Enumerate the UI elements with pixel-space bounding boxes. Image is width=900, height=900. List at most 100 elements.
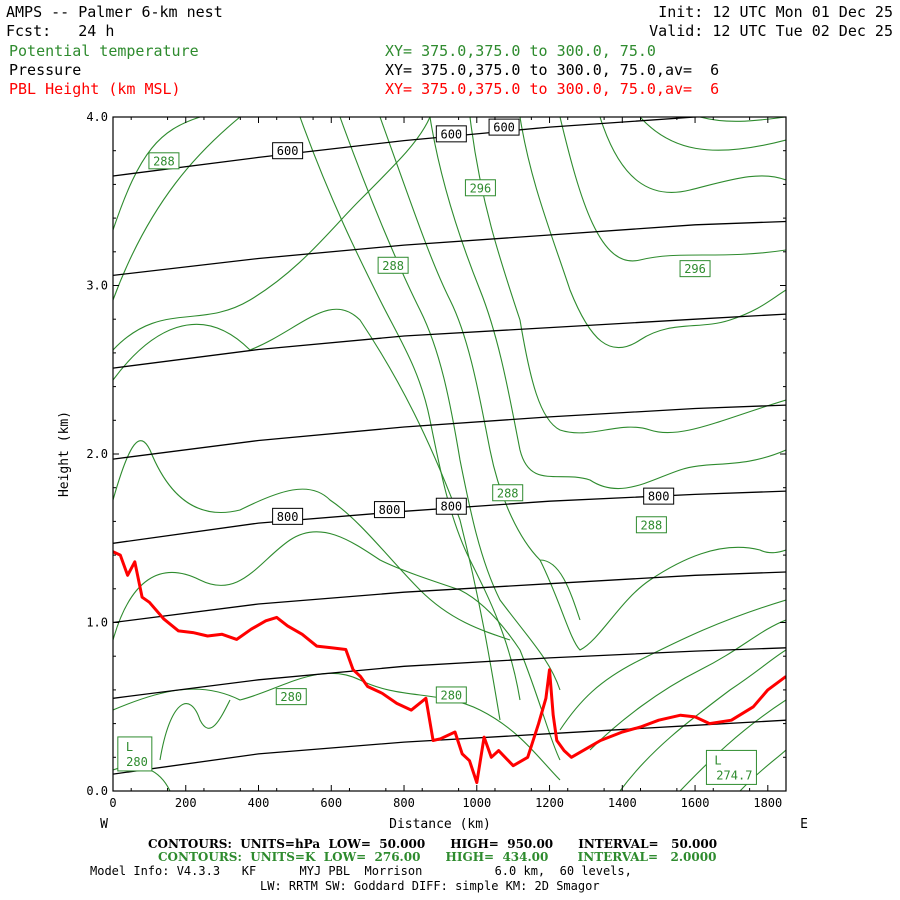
pressure-label-box bbox=[643, 487, 675, 505]
theta-label-text: 296 bbox=[684, 262, 706, 276]
footer-physics-info: LW: RRTM SW: Goddard DIFF: simple KM: 2D… bbox=[260, 879, 600, 893]
theta-contour-line bbox=[559, 117, 786, 262]
forecast-hour: Fcst: 24 h bbox=[6, 22, 115, 40]
footer-pressure-contours: CONTOURS: UNITS=hPa LOW= 50.000 HIGH= 95… bbox=[148, 837, 718, 851]
theta-contour-line bbox=[299, 117, 521, 701]
valid-time: Valid: 12 UTC Tue 02 Dec 25 bbox=[649, 22, 893, 40]
low-marker-box bbox=[705, 749, 757, 785]
plot-frame bbox=[112, 116, 787, 792]
theta-label-text: 280 bbox=[280, 690, 302, 704]
pressure-label-text: 800 bbox=[277, 510, 299, 524]
x-axis-label: Distance (km) bbox=[389, 817, 491, 832]
theta-label-box bbox=[492, 484, 524, 502]
theta-contour-line bbox=[739, 749, 786, 791]
theta-label-box bbox=[464, 179, 496, 197]
low-marker-letter: L bbox=[714, 753, 721, 767]
theta-label-box bbox=[275, 688, 307, 706]
low-marker-value: 280 bbox=[126, 755, 148, 769]
low-marker-letter: L bbox=[126, 740, 133, 754]
pressure-contour-line bbox=[113, 404, 786, 460]
theta-contour-line bbox=[519, 117, 786, 349]
init-time: Init: 12 UTC Mon 01 Dec 25 bbox=[658, 3, 893, 21]
pressure-contour-line bbox=[113, 117, 707, 177]
x-tick-label: 0 bbox=[109, 796, 116, 810]
pressure-label-text: 800 bbox=[440, 500, 462, 514]
theta-label: 296 bbox=[464, 179, 496, 197]
x-tick-label: 1400 bbox=[608, 796, 637, 810]
pressure-label: 800 bbox=[373, 501, 405, 519]
pbl-height-line bbox=[113, 550, 786, 785]
pressure-contour-line bbox=[113, 719, 786, 775]
x-left-direction: W bbox=[100, 817, 108, 832]
theta-contour-line bbox=[159, 699, 231, 761]
theta-contour-line bbox=[113, 308, 501, 721]
theta-label: 280 bbox=[435, 686, 467, 704]
theta-label: 288 bbox=[148, 152, 180, 170]
y-tick-label: 3.0 bbox=[86, 279, 108, 293]
field-pbl-name: PBL Height (km MSL) bbox=[9, 80, 181, 98]
theta-contour-line bbox=[113, 765, 171, 791]
pressure-label-text: 800 bbox=[648, 490, 670, 504]
pressure-label-box bbox=[272, 142, 304, 160]
theta-contour-line bbox=[599, 117, 786, 193]
x-right-direction: E bbox=[800, 817, 808, 832]
theta-label-box bbox=[148, 152, 180, 170]
x-tick-label: 400 bbox=[248, 796, 270, 810]
pressure-label-text: 600 bbox=[440, 127, 462, 141]
pressure-contour-line bbox=[113, 490, 786, 544]
theta-contour-line bbox=[589, 619, 786, 751]
theta-contour-line bbox=[113, 117, 241, 301]
theta-label-box bbox=[377, 256, 409, 274]
low-marker-box bbox=[117, 736, 153, 772]
theta-label-box bbox=[679, 260, 711, 278]
theta-label: 296 bbox=[679, 260, 711, 278]
theta-contour-line bbox=[113, 672, 561, 781]
pressure-label-box bbox=[272, 507, 304, 525]
footer-theta-contours: CONTOURS: UNITS=K LOW= 276.00 HIGH= 434.… bbox=[158, 850, 717, 864]
theta-contours bbox=[113, 117, 786, 791]
theta-label-text: 288 bbox=[497, 486, 519, 500]
pressure-label: 600 bbox=[435, 125, 467, 143]
x-tick-label: 600 bbox=[320, 796, 342, 810]
pressure-contour-line bbox=[113, 571, 786, 624]
theta-label-box bbox=[635, 516, 667, 534]
theta-label-box bbox=[435, 686, 467, 704]
theta-contour-line bbox=[339, 117, 561, 691]
theta-contour-line bbox=[113, 117, 431, 351]
theta-label: 288 bbox=[635, 516, 667, 534]
theta-contour-line bbox=[469, 117, 786, 434]
axes: 0 200 400 600 800 1000 1200 1400 1600 1800 0.0 1.0 2… bbox=[86, 110, 786, 810]
theta-label: 288 bbox=[377, 256, 409, 274]
theta-contour-line bbox=[679, 699, 786, 791]
pressure-label: 800 bbox=[435, 497, 467, 515]
y-tick-label: 2.0 bbox=[86, 447, 108, 461]
pressure-label-box bbox=[435, 497, 467, 515]
footer-model-info: Model Info: V4.3.3 KF MYJ PBL Morrison 6… bbox=[90, 864, 632, 878]
x-tick-label: 1000 bbox=[462, 796, 491, 810]
theta-contour-line bbox=[639, 117, 786, 151]
field-pressure-name: Pressure bbox=[9, 61, 82, 79]
pressure-label: 800 bbox=[272, 507, 304, 525]
theta-label-text: 288 bbox=[382, 259, 404, 273]
theta-contour-line bbox=[113, 440, 511, 641]
pressure-label-text: 600 bbox=[493, 121, 515, 135]
theta-contour-line bbox=[619, 649, 786, 791]
field-pressure-xy: XY= 375.0,375.0 to 300.0, 75.0,av= 6 bbox=[385, 61, 720, 79]
pressure-label-box bbox=[373, 501, 405, 519]
pressure-contours bbox=[113, 117, 786, 775]
x-tick-label: 1800 bbox=[753, 796, 782, 810]
theta-contour-line bbox=[429, 117, 786, 490]
pressure-label-box bbox=[488, 118, 520, 136]
pressure-label-box bbox=[435, 125, 467, 143]
pressure-label: 600 bbox=[488, 118, 520, 136]
x-tick-label: 1600 bbox=[681, 796, 710, 810]
theta-contour-line bbox=[113, 531, 561, 761]
theta-contour-line bbox=[699, 117, 786, 122]
theta-label-text: 288 bbox=[153, 154, 175, 168]
theta-contour-line bbox=[379, 117, 581, 621]
pressure-label-text: 600 bbox=[277, 144, 299, 158]
theta-label-text: 296 bbox=[470, 181, 492, 195]
y-axis-label: Height (km) bbox=[57, 411, 72, 497]
